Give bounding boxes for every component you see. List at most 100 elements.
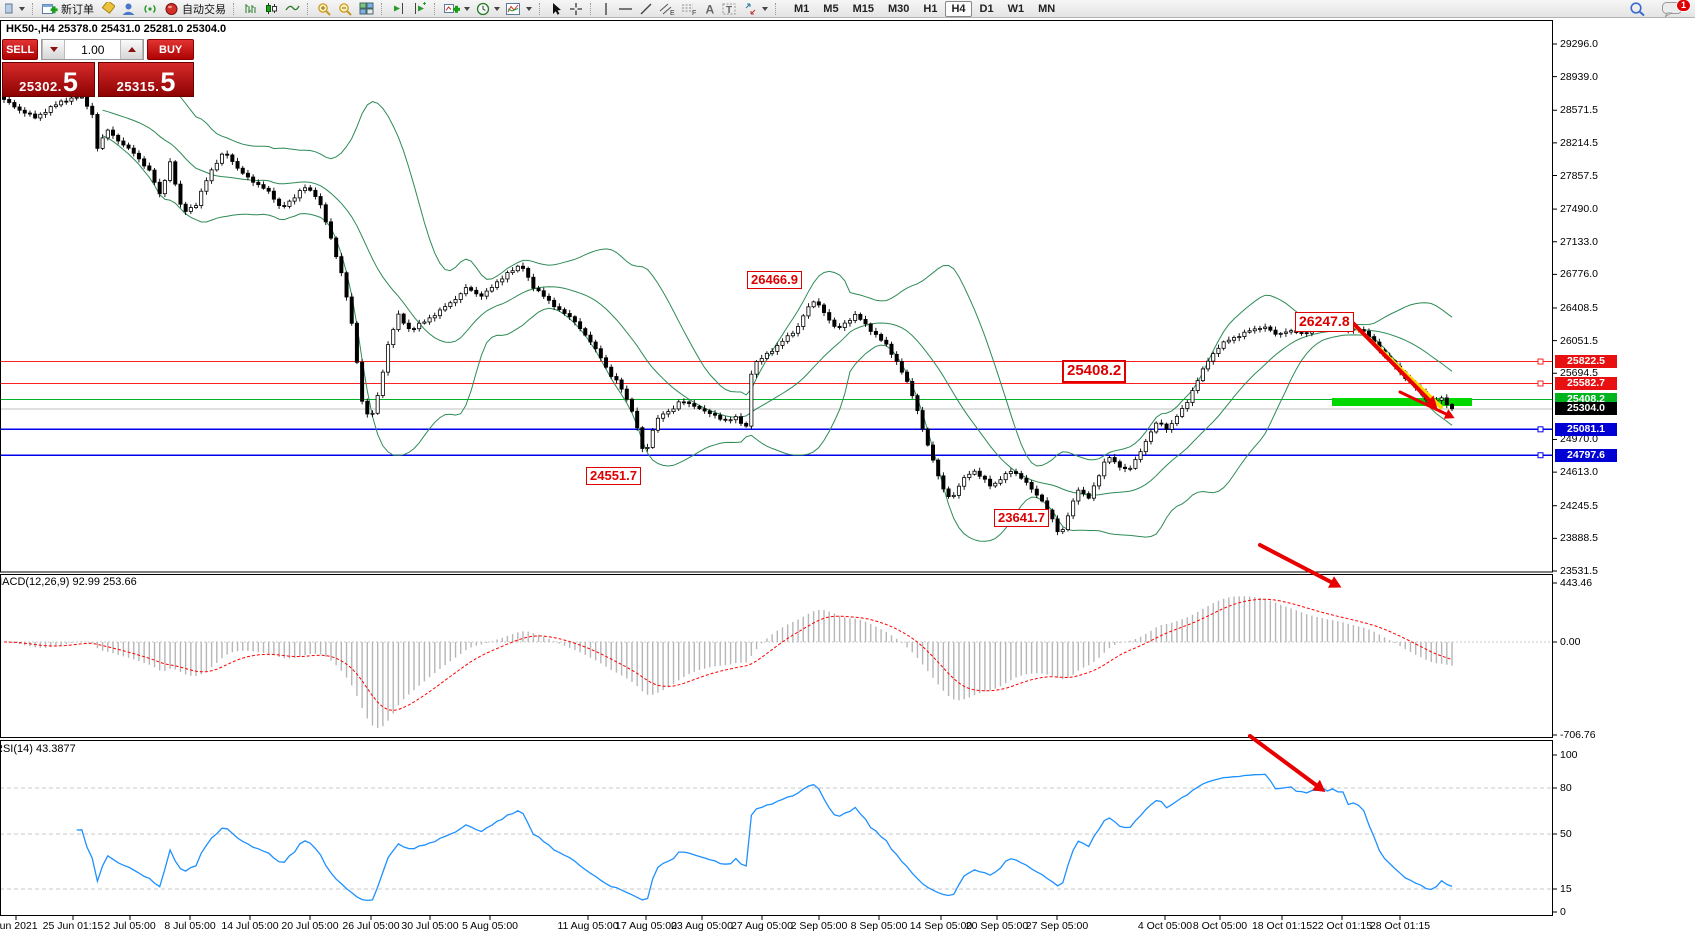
new-order-label: 新订单 [61,3,94,16]
timeframe-button-d1[interactable]: D1 [979,2,994,15]
cursor-tool-button[interactable] [546,1,566,17]
horizontal-line-icon [619,7,632,10]
notifications-button[interactable]: 1 [1659,0,1691,17]
gold-tag-icon [101,1,115,14]
clipped-toolbar-button[interactable] [2,1,28,17]
one-click-trade-panel: SELL 1.00 BUY 25302. 5 25315. 5 [2,39,194,97]
arrows-tool-button[interactable] [740,1,771,17]
timeframe-button-h1[interactable]: H1 [923,2,938,15]
timeframe-button-h4[interactable]: H4 [945,0,972,17]
candlestick-chart-icon [266,3,277,14]
zoom-in-button[interactable] [314,1,335,17]
timeframe-button-m15[interactable]: M15 [852,2,874,15]
clock-icon [476,2,490,15]
zoom-out-button[interactable] [335,1,356,17]
profile-icon [122,3,135,15]
bid-price-box[interactable]: 25302. 5 [2,62,96,97]
chevron-down-icon [762,6,768,11]
timeframe-button-m5[interactable]: M5 [823,2,839,15]
zoom-in-icon [318,2,331,16]
bid-price-main: 25302 [19,79,58,94]
auto-scroll-button[interactable] [409,1,430,17]
svg-text:A: A [706,2,715,16]
crosshair-icon [570,2,582,15]
ask-price-box[interactable]: 25315. 5 [98,62,194,97]
search-button[interactable] [1626,1,1649,17]
profile-button[interactable] [118,1,139,17]
volume-decrease-button[interactable] [42,40,66,59]
price-callout-label[interactable]: 25408.2 [1062,360,1127,383]
template-icon [506,2,520,15]
price-callout-label[interactable]: 26466.9 [747,271,802,290]
templates-button[interactable] [503,1,535,17]
broadcast-button[interactable] [139,1,161,17]
new-order-icon [42,3,58,14]
indicators-button[interactable] [441,1,473,17]
timeframe-button-mn[interactable]: MN [1038,2,1056,15]
bar-chart-icon [245,4,256,13]
auto-scroll-icon [415,2,426,14]
text-label-icon: T [722,3,736,16]
horizontal-line-tool-button[interactable] [615,1,636,17]
svg-text:F: F [692,10,696,16]
volume-increase-button[interactable] [120,40,144,59]
ask-price-big-digit: 5 [160,67,176,97]
price-callout-label[interactable]: 23641.7 [994,509,1049,528]
chevron-down-icon [464,6,470,11]
periods-button[interactable] [473,1,503,17]
line-chart-icon [285,5,300,11]
price-callout-label[interactable]: 24551.7 [586,467,641,486]
timeframe-button-w1[interactable]: W1 [1007,2,1025,15]
toolbar-separator [590,2,593,15]
autotrading-label: 自动交易 [182,3,226,16]
clipped-icon [5,3,13,14]
toolbar-right-group: 1 [1626,0,1693,17]
buy-button[interactable]: BUY [147,39,194,60]
tile-windows-icon [359,2,374,15]
new-order-button[interactable]: 新订单 [39,1,97,17]
text-tool-button[interactable]: A [700,1,719,17]
bar-chart-button[interactable] [240,1,261,17]
add-indicator-icon [444,3,460,13]
cursor-icon [553,2,561,15]
main-toolbar: 新订单 自动交易 [0,0,1695,18]
volume-group: 1.00 [41,39,145,60]
svg-text:E: E [670,10,675,16]
channel-tool-button[interactable]: E [656,1,678,17]
timeframe-button-m1[interactable]: M1 [794,2,810,15]
toolbar-separator [434,2,437,15]
candlestick-chart-button[interactable] [261,1,282,17]
volume-input[interactable]: 1.00 [65,40,121,59]
timeframe-group: M1 M5 M15 M30 H1 H4 D1 W1 MN [788,0,1061,17]
line-chart-button[interactable] [282,1,303,17]
svg-text:T: T [726,5,732,16]
equidistant-channel-icon: E [659,3,675,16]
toolbar-separator [775,2,778,15]
toolbar-separator [381,2,384,15]
text-icon: A [706,2,715,16]
trendline-tool-button[interactable] [636,1,656,17]
broadcast-icon [144,4,156,13]
fibonacci-tool-button[interactable]: F [678,1,700,17]
crosshair-tool-button[interactable] [566,1,586,17]
spinner-down-icon [49,47,58,52]
chart-shift-button[interactable] [388,1,409,17]
autotrading-button[interactable]: 自动交易 [161,1,229,17]
vertical-line-icon [605,2,607,15]
mql-community-button[interactable] [97,1,118,17]
bid-price-big-digit: 5 [62,67,78,97]
chevron-down-icon [19,6,25,11]
toolbar-separator [307,2,310,15]
sell-button[interactable]: SELL [2,39,39,60]
vertical-line-tool-button[interactable] [597,1,615,17]
spinner-up-icon [127,47,136,52]
tile-windows-button[interactable] [356,1,377,17]
autotrading-icon [165,2,178,15]
chart-shift-icon [394,3,403,14]
price-callout-label[interactable]: 26247.8 [1295,312,1354,332]
text-label-tool-button[interactable]: T [719,1,740,17]
trendline-icon [640,3,652,14]
timeframe-button-m30[interactable]: M30 [887,2,910,15]
